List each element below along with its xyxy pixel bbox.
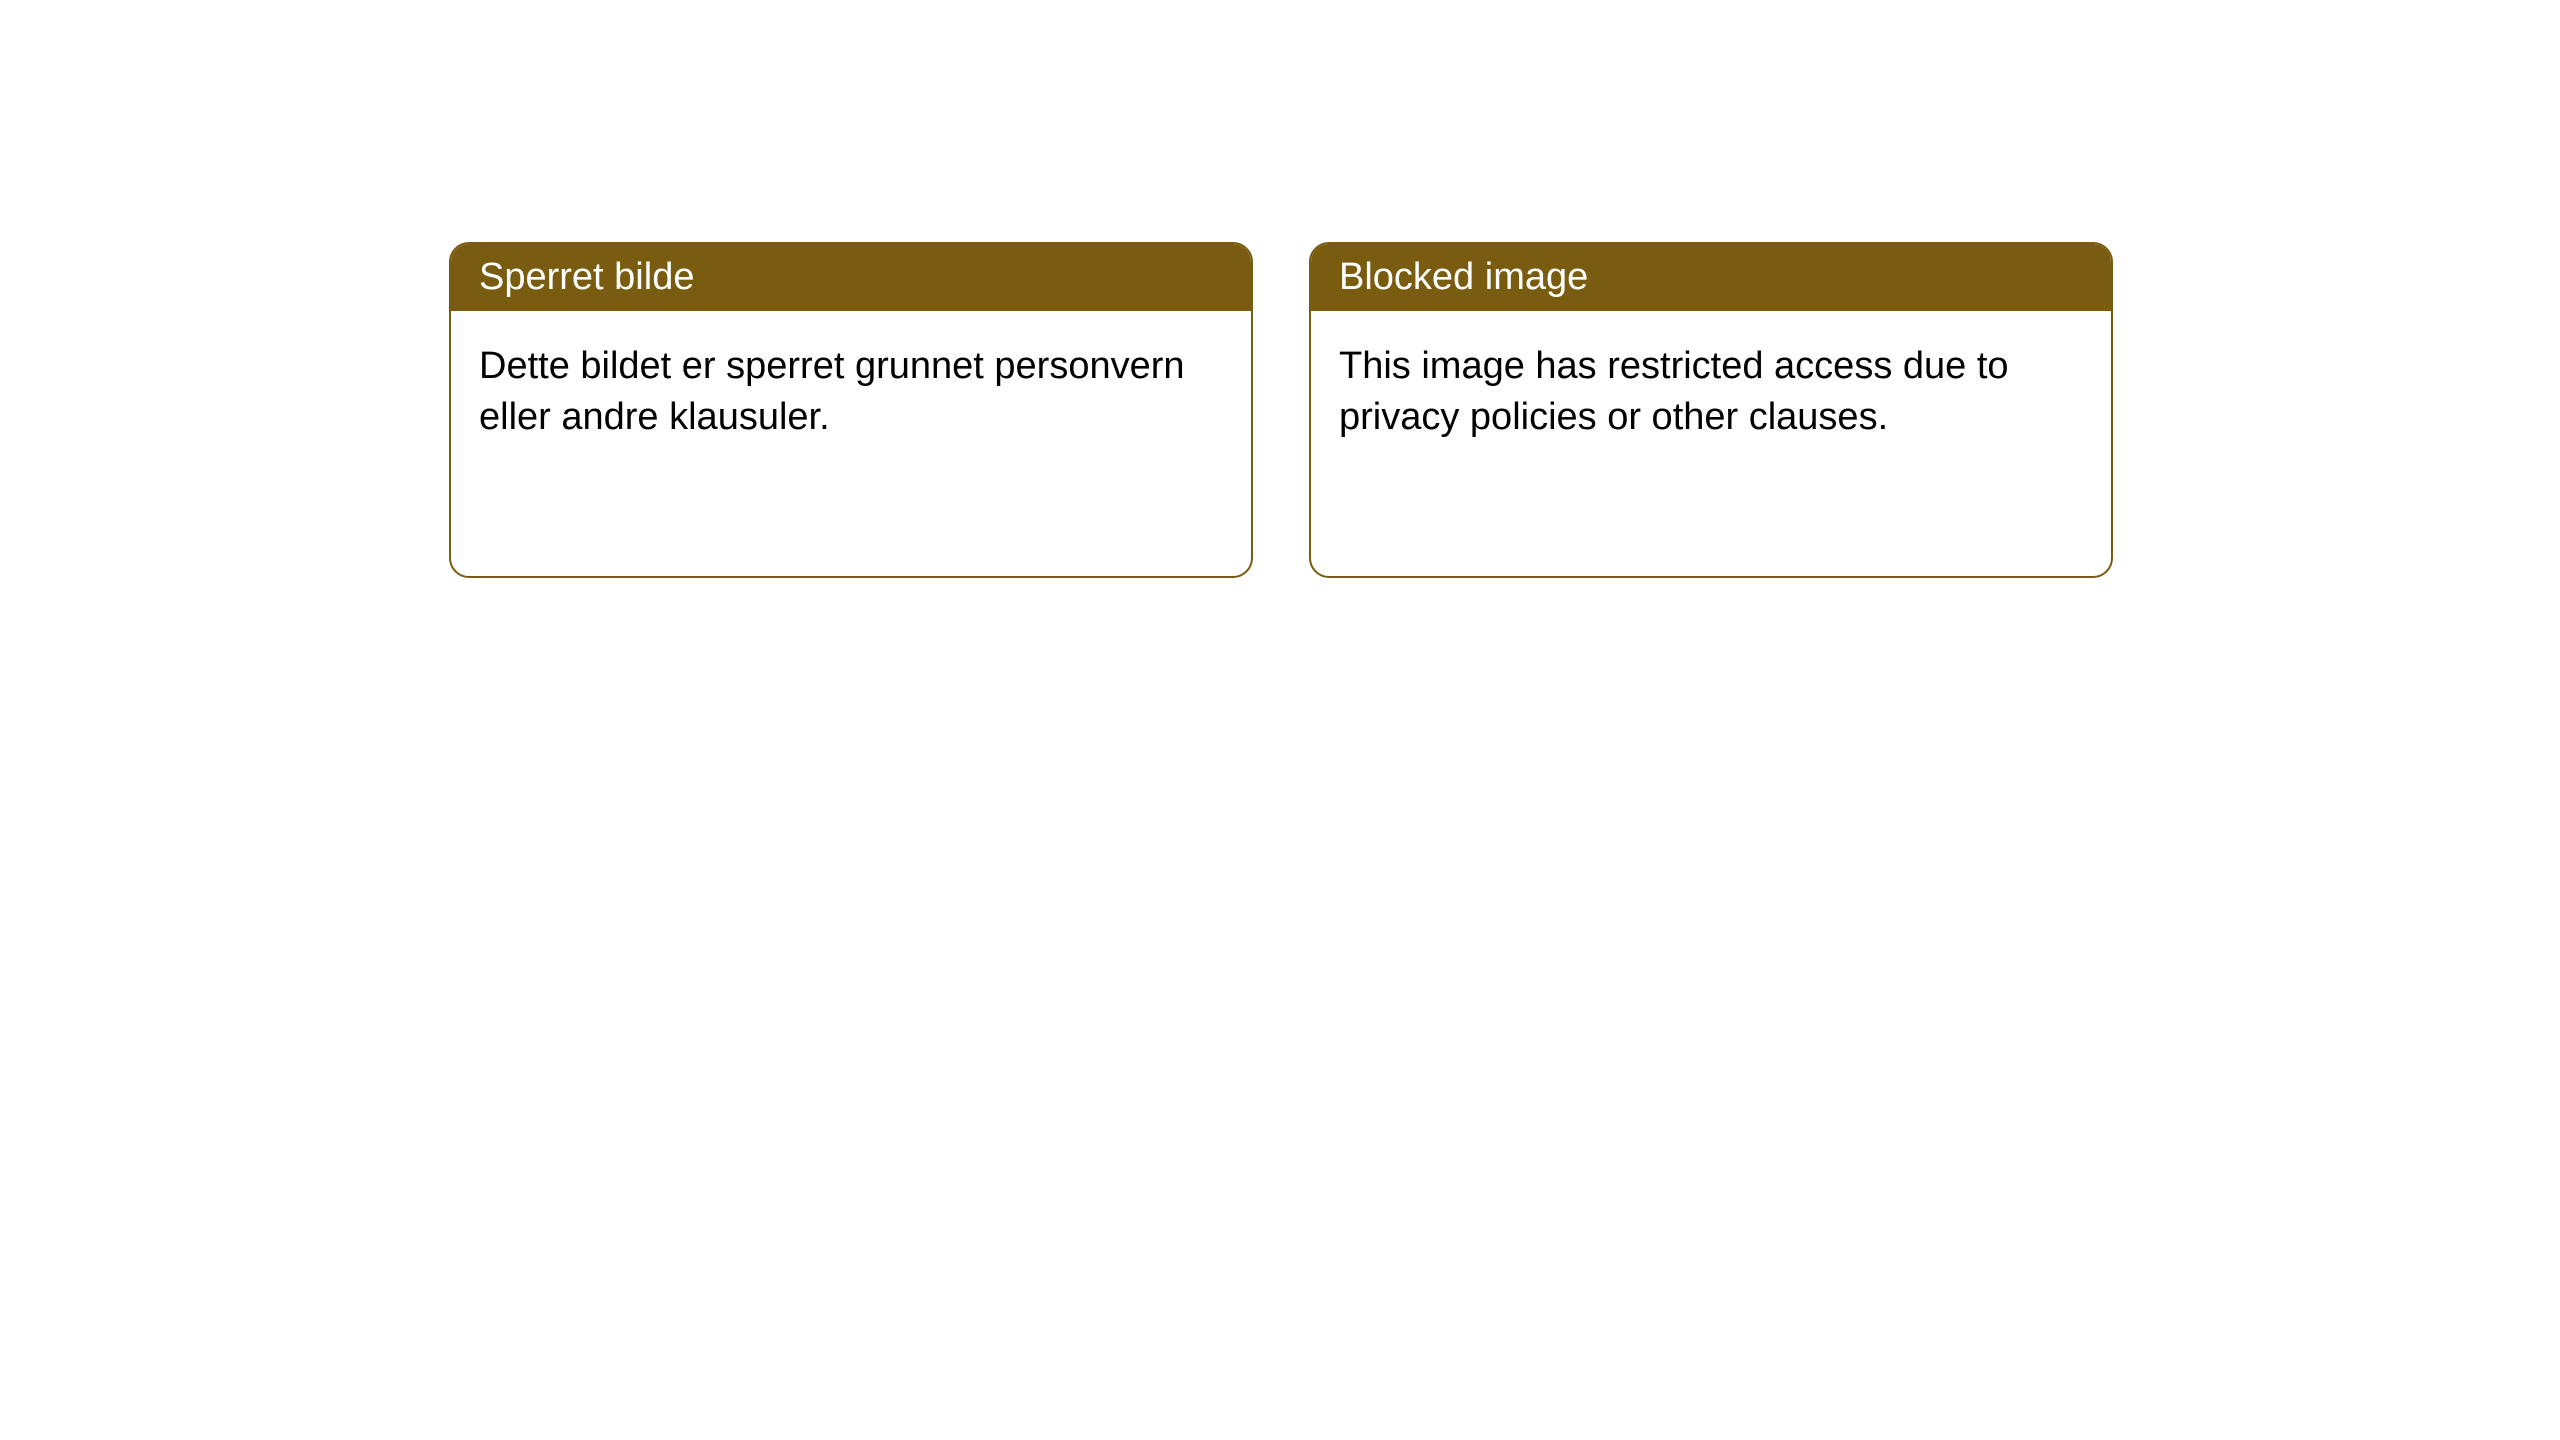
- card-header: Sperret bilde: [451, 244, 1251, 311]
- card-header: Blocked image: [1311, 244, 2111, 311]
- notice-card-norwegian: Sperret bilde Dette bildet er sperret gr…: [449, 242, 1253, 578]
- card-message: Dette bildet er sperret grunnet personve…: [479, 345, 1185, 438]
- card-message: This image has restricted access due to …: [1339, 345, 2009, 438]
- card-body: Dette bildet er sperret grunnet personve…: [451, 311, 1251, 474]
- notice-container: Sperret bilde Dette bildet er sperret gr…: [0, 0, 2560, 578]
- card-title: Sperret bilde: [479, 256, 694, 298]
- card-title: Blocked image: [1339, 256, 1588, 298]
- notice-card-english: Blocked image This image has restricted …: [1309, 242, 2113, 578]
- card-body: This image has restricted access due to …: [1311, 311, 2111, 474]
